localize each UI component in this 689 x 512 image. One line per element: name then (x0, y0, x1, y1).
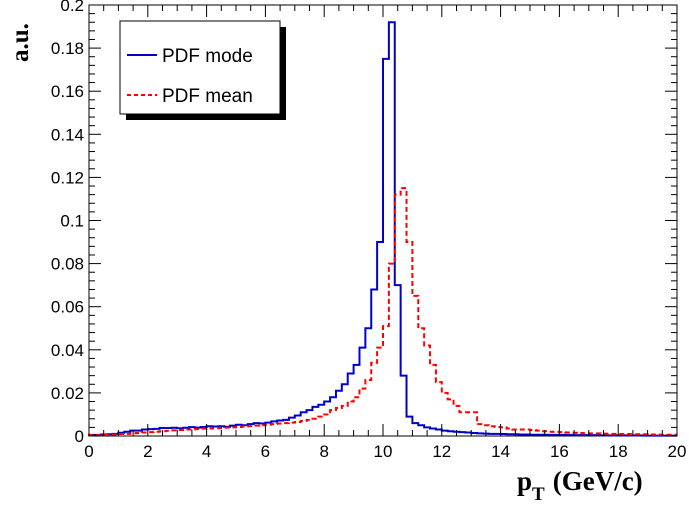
x-axis-title-sub: T (532, 484, 545, 505)
y-tick-label: 0.06 (51, 298, 84, 317)
legend-label-mode: PDF mode (162, 46, 253, 67)
y-axis-title: a.u. (7, 23, 34, 62)
y-tick-label: 0.04 (51, 341, 84, 360)
axis-ticks (88, 4, 678, 437)
legend-label-mean: PDF mean (162, 86, 253, 107)
x-tick-label: 6 (261, 442, 270, 461)
y-tick-label: 0.02 (51, 384, 84, 403)
y-tick-label: 0.14 (51, 125, 84, 144)
x-tick-label: 18 (609, 442, 628, 461)
y-tick-label: 0.12 (51, 168, 84, 187)
x-tick-label: 16 (550, 442, 569, 461)
y-tick-labels: 0 0.02 0.04 0.06 0.08 0.1 0.12 0.14 0.16 0.18 0.2 (51, 0, 84, 446)
y-tick-label: 0.2 (60, 0, 84, 15)
x-tick-label: 2 (143, 442, 152, 461)
x-tick-label: 8 (319, 442, 328, 461)
y-tick-label: 0.18 (51, 39, 84, 58)
x-axis-title: pT (GeV/c) (517, 466, 643, 505)
x-axis-title-unit: (GeV/c) (553, 466, 643, 496)
y-tick-label: 0.1 (60, 212, 84, 231)
x-tick-label: 0 (84, 442, 93, 461)
x-tick-label: 4 (202, 442, 211, 461)
x-tick-label: 20 (668, 442, 687, 461)
x-tick-label: 12 (432, 442, 451, 461)
x-tick-label: 10 (374, 442, 393, 461)
y-tick-label: 0.08 (51, 255, 84, 274)
x-tick-labels: 0 2 4 6 8 10 12 14 16 18 20 (84, 442, 686, 461)
x-tick-label: 14 (491, 442, 510, 461)
x-axis-title-main: p (517, 466, 532, 496)
y-tick-label: 0.16 (51, 82, 84, 101)
y-tick-label: 0 (75, 427, 84, 446)
legend-box (119, 20, 281, 115)
legend: PDF mode PDF mean (119, 20, 286, 120)
